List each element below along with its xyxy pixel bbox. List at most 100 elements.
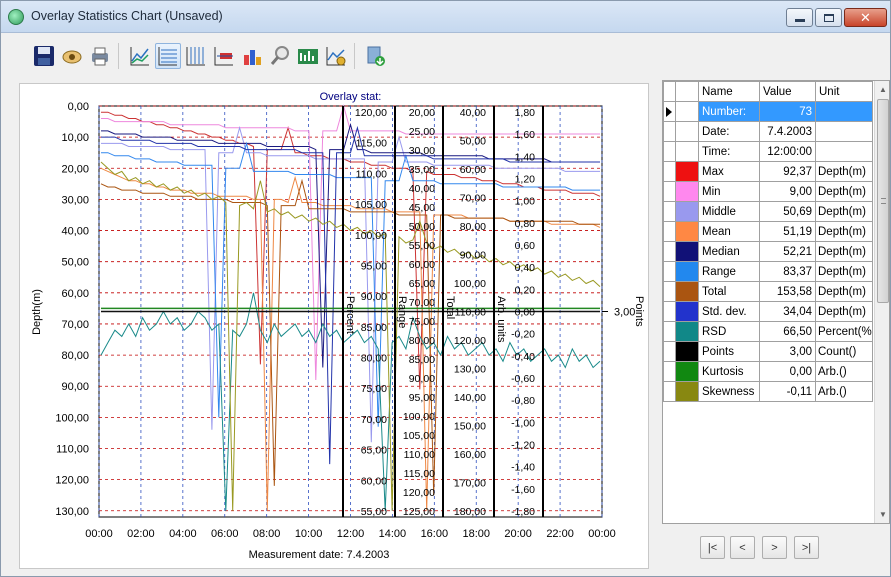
- stat-unit-cell[interactable]: Arb.(): [815, 361, 873, 382]
- stat-name-cell[interactable]: Min: [698, 181, 760, 202]
- horizontal-grid-button[interactable]: [155, 43, 181, 69]
- table-row[interactable]: Std. dev. 34,04 Depth(m): [663, 301, 873, 322]
- previous-record-button[interactable]: <: [730, 536, 755, 559]
- stat-unit-cell[interactable]: Depth(m): [815, 301, 873, 322]
- chart-settings-button[interactable]: [323, 43, 349, 69]
- stat-name-cell[interactable]: Mean: [698, 221, 760, 242]
- maximize-button[interactable]: [815, 8, 842, 27]
- stat-value-cell[interactable]: 83,37: [759, 261, 816, 282]
- stat-name-cell[interactable]: Median: [698, 241, 760, 262]
- 3d-bar-chart-button[interactable]: [239, 43, 265, 69]
- row-indicator[interactable]: [663, 161, 676, 182]
- scroll-up-icon[interactable]: ▲: [879, 85, 887, 94]
- series-color-swatch[interactable]: [675, 321, 699, 342]
- statistics-grid[interactable]: Name Value Unit Number: 73 Date: 7.4.2003 Ti…: [662, 80, 890, 524]
- stat-value-cell[interactable]: 51,19: [759, 221, 816, 242]
- row-indicator[interactable]: [663, 341, 676, 362]
- stat-name-cell[interactable]: RSD: [698, 321, 760, 342]
- table-row[interactable]: Points 3,00 Count(): [663, 341, 873, 362]
- print-button[interactable]: [87, 43, 113, 69]
- table-row[interactable]: Median 52,21 Depth(m): [663, 241, 873, 262]
- value-column-header[interactable]: Value: [759, 81, 816, 102]
- stat-unit-cell[interactable]: Arb.(): [815, 381, 873, 402]
- table-row[interactable]: Kurtosis 0,00 Arb.(): [663, 361, 873, 382]
- stat-value-cell[interactable]: 12:00:00: [759, 141, 816, 162]
- table-row[interactable]: Middle 50,69 Depth(m): [663, 201, 873, 222]
- save-button[interactable]: [31, 43, 57, 69]
- stat-unit-cell[interactable]: Depth(m): [815, 221, 873, 242]
- last-record-button[interactable]: >|: [794, 536, 819, 559]
- stat-unit-cell[interactable]: Depth(m): [815, 261, 873, 282]
- table-row[interactable]: Total 153,58 Depth(m): [663, 281, 873, 302]
- series-color-swatch[interactable]: [675, 361, 699, 382]
- stat-unit-cell[interactable]: Depth(m): [815, 201, 873, 222]
- stat-value-cell[interactable]: 34,04: [759, 301, 816, 322]
- stat-value-cell[interactable]: 50,69: [759, 201, 816, 222]
- stat-unit-cell[interactable]: [815, 141, 873, 162]
- minimize-button[interactable]: [786, 8, 813, 27]
- row-indicator[interactable]: [663, 241, 676, 262]
- row-indicator[interactable]: [663, 261, 676, 282]
- overlay-chart[interactable]: 0,00 10,00 20,00 30,00 40,00 50,00 60,00 70,00 8…: [20, 84, 650, 570]
- stat-value-cell[interactable]: 3,00: [759, 341, 816, 362]
- row-indicator[interactable]: [663, 141, 676, 162]
- stat-unit-cell[interactable]: Depth(m): [815, 241, 873, 262]
- table-row[interactable]: Number: 73: [663, 101, 873, 122]
- table-row[interactable]: Date: 7.4.2003: [663, 121, 873, 142]
- stat-name-cell[interactable]: Std. dev.: [698, 301, 760, 322]
- stat-name-cell[interactable]: Middle: [698, 201, 760, 222]
- name-column-header[interactable]: Name: [698, 81, 760, 102]
- table-row[interactable]: RSD 66,50 Percent(%: [663, 321, 873, 342]
- stat-unit-cell[interactable]: Percent(%: [815, 321, 873, 342]
- stat-unit-cell[interactable]: [815, 121, 873, 142]
- stat-value-cell[interactable]: -0,11: [759, 381, 816, 402]
- row-indicator[interactable]: [663, 301, 676, 322]
- row-indicator[interactable]: [663, 181, 676, 202]
- table-row[interactable]: Mean 51,19 Depth(m): [663, 221, 873, 242]
- stat-unit-cell[interactable]: Count(): [815, 341, 873, 362]
- table-row[interactable]: Time: 12:00:00: [663, 141, 873, 162]
- table-row[interactable]: Range 83,37 Depth(m): [663, 261, 873, 282]
- series-color-swatch[interactable]: [675, 161, 699, 182]
- statistics-table[interactable]: Name Value Unit Number: 73 Date: 7.4.2003 Ti…: [663, 81, 873, 402]
- vertical-grid-button[interactable]: [183, 43, 209, 69]
- zoom-button[interactable]: [267, 43, 293, 69]
- row-indicator[interactable]: [663, 201, 676, 222]
- series-color-swatch[interactable]: [675, 241, 699, 262]
- scrollbar-thumb[interactable]: [877, 99, 889, 303]
- stat-value-cell[interactable]: 92,37: [759, 161, 816, 182]
- row-indicator[interactable]: [663, 281, 676, 302]
- stat-unit-cell[interactable]: Depth(m): [815, 281, 873, 302]
- series-color-swatch[interactable]: [675, 281, 699, 302]
- series-color-swatch[interactable]: [675, 201, 699, 222]
- stat-name-cell[interactable]: Total: [698, 281, 760, 302]
- stat-value-cell[interactable]: 0,00: [759, 361, 816, 382]
- stat-value-cell[interactable]: 7.4.2003: [759, 121, 816, 142]
- stat-name-cell[interactable]: Number:: [698, 101, 760, 122]
- scroll-down-icon[interactable]: ▼: [879, 510, 887, 519]
- stat-unit-cell[interactable]: [815, 101, 873, 122]
- line-chart-button[interactable]: [127, 43, 153, 69]
- series-color-swatch[interactable]: [675, 181, 699, 202]
- title-bar[interactable]: Overlay Statistics Chart (Unsaved) ✕: [1, 1, 890, 33]
- stat-name-cell[interactable]: Points: [698, 341, 760, 362]
- series-color-swatch[interactable]: [675, 301, 699, 322]
- row-indicator[interactable]: [663, 381, 676, 402]
- table-row[interactable]: Skewness -0,11 Arb.(): [663, 381, 873, 402]
- table-row[interactable]: Max 92,37 Depth(m): [663, 161, 873, 182]
- series-color-swatch[interactable]: [675, 141, 699, 162]
- stat-unit-cell[interactable]: Depth(m): [815, 181, 873, 202]
- row-indicator[interactable]: [663, 361, 676, 382]
- stat-value-cell[interactable]: 66,50: [759, 321, 816, 342]
- stat-name-cell[interactable]: Time:: [698, 141, 760, 162]
- export-button[interactable]: [363, 43, 389, 69]
- row-indicator[interactable]: [663, 121, 676, 142]
- stat-name-cell[interactable]: Skewness: [698, 381, 760, 402]
- row-indicator[interactable]: [663, 221, 676, 242]
- close-button[interactable]: ✕: [844, 8, 887, 27]
- row-indicator[interactable]: [663, 101, 676, 122]
- series-color-swatch[interactable]: [675, 381, 699, 402]
- series-color-swatch[interactable]: [675, 221, 699, 242]
- stat-value-cell[interactable]: 73: [759, 101, 816, 122]
- stat-value-cell[interactable]: 52,21: [759, 241, 816, 262]
